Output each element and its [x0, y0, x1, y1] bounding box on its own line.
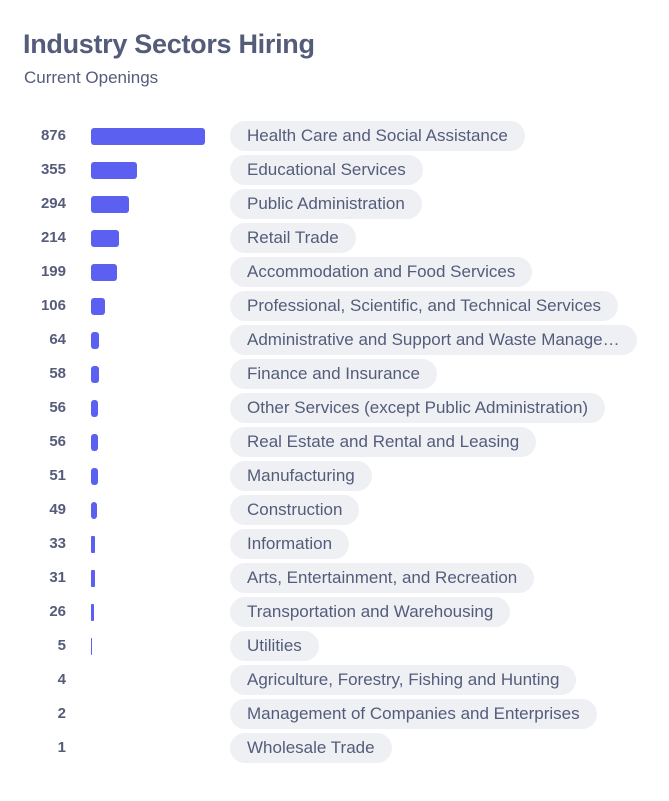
- bar-value-label: 876: [40, 127, 66, 144]
- bar: [91, 604, 95, 621]
- bar-row: 876 Health Care and Social Assistance: [0, 119, 669, 153]
- bar-row: 355 Educational Services: [0, 153, 669, 187]
- bar: [91, 502, 98, 519]
- bar-row: 4 Agriculture, Forestry, Fishing and Hunt…: [0, 663, 669, 697]
- category-label: Transportation and Warehousing: [230, 597, 511, 627]
- bar-value-label: 2: [57, 705, 66, 722]
- bar-row: 199 Accommodation and Food Services: [0, 255, 669, 289]
- bar-row: 58 Finance and Insurance: [0, 357, 669, 391]
- category-label: Public Administration: [230, 189, 422, 219]
- category-label: Manufacturing: [230, 461, 372, 491]
- category-label: Construction: [230, 495, 360, 525]
- bar: [91, 196, 130, 213]
- category-label: Other Services (except Public Administra…: [230, 393, 606, 423]
- bar: [91, 366, 99, 383]
- bar-row: 31 Arts, Entertainment, and Recreation: [0, 561, 669, 595]
- bar-value-label: 49: [49, 501, 66, 518]
- bar: [91, 298, 105, 315]
- bar-row: 64 Administrative and Support and Waste M…: [0, 323, 669, 357]
- category-label: Agriculture, Forestry, Fishing and Hunti…: [230, 665, 577, 695]
- bar-value-label: 1: [57, 739, 66, 756]
- bar: [91, 332, 100, 349]
- bar: [91, 400, 99, 417]
- category-label: Administrative and Support and Waste Man…: [230, 325, 637, 355]
- bar: [91, 536, 96, 553]
- bar-row: 51 Manufacturing: [0, 459, 669, 493]
- category-label: Finance and Insurance: [230, 359, 437, 389]
- bar-value-label: 294: [40, 195, 66, 212]
- category-label: Accommodation and Food Services: [230, 257, 533, 287]
- chart-subtitle: Current Openings: [24, 68, 159, 87]
- bar: [91, 468, 98, 485]
- bar-value-label: 4: [57, 671, 66, 688]
- category-label: Educational Services: [230, 155, 423, 185]
- bar-value-label: 355: [40, 161, 66, 178]
- category-label: Professional, Scientific, and Technical …: [230, 291, 619, 321]
- bar-value-label: 51: [49, 467, 66, 484]
- bar-value-label: 58: [49, 365, 66, 382]
- bar: [91, 434, 99, 451]
- bar-value-label: 214: [40, 229, 66, 246]
- bar-value-label: 31: [49, 569, 66, 586]
- bar-row: 2 Management of Companies and Enterprises: [0, 697, 669, 731]
- bar-row: 33 Information: [0, 527, 669, 561]
- category-label: Health Care and Social Assistance: [230, 121, 525, 151]
- bar-row: 214 Retail Trade: [0, 221, 669, 255]
- bar-value-label: 56: [49, 399, 66, 416]
- bar: [91, 230, 119, 247]
- bar-value-label: 56: [49, 433, 66, 450]
- bar-value-label: 64: [49, 331, 66, 348]
- category-label: Real Estate and Rental and Leasing: [230, 427, 537, 457]
- bar-value-label: 33: [49, 535, 66, 552]
- category-label: Utilities: [230, 631, 319, 661]
- chart-title: Industry Sectors Hiring: [23, 29, 315, 59]
- category-label: Information: [230, 529, 350, 559]
- bar-row: 1 Wholesale Trade: [0, 731, 669, 765]
- category-label: Arts, Entertainment, and Recreation: [230, 563, 535, 593]
- bar: [91, 638, 92, 655]
- bar: [91, 264, 117, 281]
- bar-row: 106 Professional, Scientific, and Technic…: [0, 289, 669, 323]
- category-label: Wholesale Trade: [230, 733, 392, 763]
- bar-row: 49 Construction: [0, 493, 669, 527]
- bar-row: 56 Other Services (except Public Administ…: [0, 391, 669, 425]
- bar-value-label: 106: [40, 297, 66, 314]
- bar: [91, 162, 138, 179]
- bar-row: 26 Transportation and Warehousing: [0, 595, 669, 629]
- bar: [91, 570, 96, 587]
- category-label: Retail Trade: [230, 223, 356, 253]
- bar-value-label: 199: [40, 263, 66, 280]
- bar-value-label: 5: [57, 637, 66, 654]
- bar-row: 5 Utilities: [0, 629, 669, 663]
- bar-row: 294 Public Administration: [0, 187, 669, 221]
- bar-value-label: 26: [49, 603, 66, 620]
- category-label: Management of Companies and Enterprises: [230, 699, 597, 729]
- bar: [91, 128, 205, 145]
- bar-row: 56 Real Estate and Rental and Leasing: [0, 425, 669, 459]
